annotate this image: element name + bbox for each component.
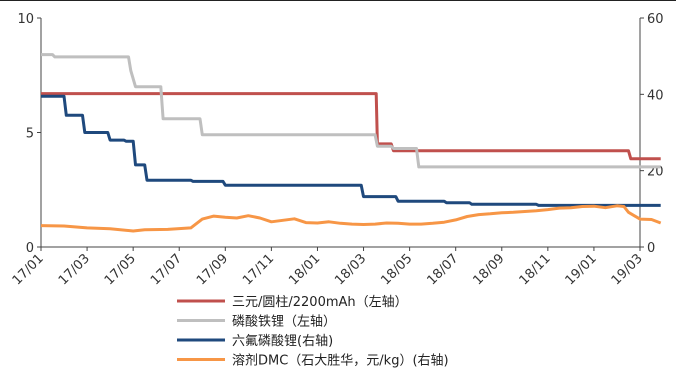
- x-tick-label: 18/09: [470, 251, 507, 288]
- right-tick-label: 0: [647, 241, 655, 256]
- x-tick-label: 17/01: [10, 251, 47, 288]
- x-tick-label: 17/03: [56, 251, 93, 288]
- x-tick-label: 17/09: [194, 251, 231, 288]
- x-tick-label: 18/05: [378, 251, 415, 288]
- series-line-1: [41, 92, 661, 161]
- right-axis-ticks: 0 20 40 60: [640, 12, 664, 256]
- legend-label: 三元/圆柱/2200mAh（左轴）: [232, 295, 408, 310]
- chart-axes: [0, 0, 676, 248]
- x-tick-label: 17/05: [102, 251, 139, 288]
- left-axis-ticks: 0 5 10: [17, 12, 41, 256]
- series-line-4: [40, 204, 662, 233]
- right-tick-label: 40: [647, 88, 664, 103]
- legend-label: 磷酸铁锂（左轴）: [232, 315, 336, 330]
- x-tick-label: 18/11: [517, 251, 554, 288]
- left-tick-label: 10: [17, 12, 34, 27]
- right-tick-label: 60: [647, 12, 664, 27]
- left-tick-label: 5: [26, 127, 34, 142]
- right-tick-label: 20: [647, 165, 664, 180]
- x-tick-label: 18/07: [424, 251, 461, 288]
- x-tick-label: 19/03: [609, 251, 646, 288]
- legend-label: 溶剂DMC（石大胜华，元/kg）(右轴): [232, 354, 449, 369]
- x-tick-label: 17/07: [148, 251, 185, 288]
- x-axis-ticks: 17/01 17/03 17/05 17/07 17/09 17/11 18/01 18/03…: [10, 247, 646, 288]
- series-line-2: [41, 53, 661, 169]
- x-tick-label: 18/01: [286, 251, 323, 288]
- left-tick-label: 0: [26, 241, 34, 256]
- legend-label: 六氟磷酸锂(右轴): [232, 334, 333, 349]
- x-tick-label: 17/11: [240, 251, 277, 288]
- x-tick-label: 19/01: [563, 251, 600, 288]
- chart-legend: 三元/圆柱/2200mAh（左轴） 磷酸铁锂（左轴） 六氟磷酸锂(右轴) 溶剂DMC（…: [177, 295, 449, 369]
- x-tick-label: 18/03: [332, 251, 369, 288]
- series-lines: [40, 53, 662, 233]
- series-line-3: [41, 94, 661, 207]
